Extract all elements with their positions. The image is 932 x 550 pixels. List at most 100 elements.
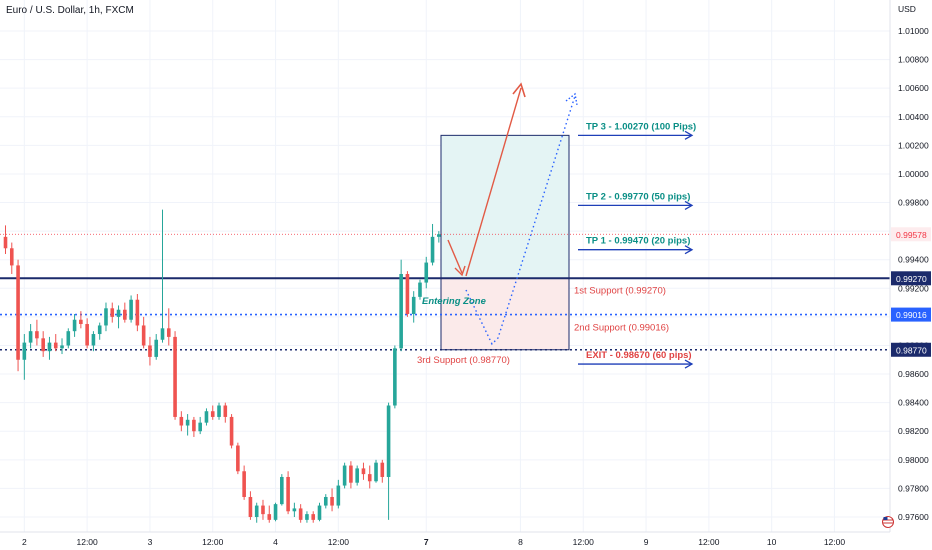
candle-body xyxy=(166,328,171,337)
price-tick-label: 1.00800 xyxy=(898,55,929,65)
candle xyxy=(173,331,177,420)
candle xyxy=(160,209,165,343)
candle xyxy=(91,331,96,352)
candle-body xyxy=(154,339,159,357)
candle-body xyxy=(28,331,33,343)
price-tick-label: 1.00000 xyxy=(898,169,929,179)
candle xyxy=(305,511,309,523)
candle xyxy=(374,459,378,483)
candle-body xyxy=(254,505,259,517)
candle-body xyxy=(380,462,385,477)
alternative-path[interactable] xyxy=(465,95,576,346)
time-tick-label: 9 xyxy=(644,537,649,547)
candle-body xyxy=(66,331,71,346)
candle-body xyxy=(305,514,309,520)
candle xyxy=(236,442,240,475)
trade-zones xyxy=(440,134,570,351)
candle xyxy=(298,504,303,523)
us-flag-icon[interactable] xyxy=(882,516,894,528)
time-tick-label: 12:00 xyxy=(824,537,846,547)
candle-body xyxy=(47,342,52,352)
time-tick-label: 4 xyxy=(273,537,278,547)
time-axis[interactable]: 2 12:00 3 12:00 4 12:00 7 8 12:00 9 12:00 10 12:00 xyxy=(0,531,890,547)
candle-body xyxy=(405,274,410,315)
horizontal-lines[interactable] xyxy=(0,233,890,351)
price-tag-text: 0.98770 xyxy=(896,345,927,355)
candle xyxy=(28,324,33,349)
candle xyxy=(141,316,146,349)
time-tick-label: 3 xyxy=(148,537,153,547)
candle xyxy=(179,411,184,432)
candle xyxy=(16,259,20,372)
candle-body xyxy=(330,496,334,506)
candle-body xyxy=(16,265,20,360)
candle-body xyxy=(223,405,228,417)
candle xyxy=(380,459,385,483)
candle-body xyxy=(72,319,77,332)
tp2-arrow-head xyxy=(684,200,694,210)
candle xyxy=(242,465,246,500)
candle-body xyxy=(116,309,121,317)
price-tick-label: 0.98400 xyxy=(898,398,929,408)
candle-body xyxy=(273,504,278,520)
time-tick-label: 12:00 xyxy=(698,537,720,547)
time-tick-label: 7 xyxy=(424,537,429,547)
candle-body xyxy=(349,465,353,483)
price-tick-label: 1.00600 xyxy=(898,83,929,93)
candle xyxy=(198,416,202,435)
candle xyxy=(85,318,89,349)
candle-body xyxy=(261,505,265,515)
candle-body xyxy=(374,462,378,482)
candle xyxy=(210,405,215,420)
candle xyxy=(123,302,127,323)
candle-body xyxy=(217,405,221,417)
candle xyxy=(411,291,416,323)
candle-body xyxy=(311,514,316,520)
support2-label: 2nd Support (0.99016) xyxy=(574,323,669,334)
candle xyxy=(386,402,391,520)
drawings[interactable] xyxy=(447,82,578,346)
price-axis[interactable]: USD 1.01000 1.00800 1.00600 1.00400 1.00200 1.… xyxy=(889,0,929,532)
exit-arrow-head xyxy=(684,359,694,369)
candle-body xyxy=(418,282,422,297)
candle xyxy=(166,308,171,346)
time-tick-label: 12:00 xyxy=(328,537,350,547)
price-tick-label: 0.97800 xyxy=(898,483,929,493)
candle xyxy=(135,294,140,332)
candle-body xyxy=(60,345,64,349)
bullish-arrow[interactable] xyxy=(465,87,522,277)
price-tag-bg xyxy=(891,271,931,286)
candle xyxy=(330,488,334,512)
candle xyxy=(72,314,77,337)
candle xyxy=(79,311,83,329)
candle xyxy=(437,231,441,243)
candle xyxy=(323,494,328,509)
candle xyxy=(267,505,272,523)
candle-body xyxy=(123,309,127,320)
candle-body xyxy=(135,299,140,326)
candle-body xyxy=(229,416,234,446)
candle xyxy=(104,302,108,332)
entry-arrow[interactable] xyxy=(447,239,463,274)
price-tick-label: 0.98600 xyxy=(898,369,929,379)
tp2-label: TP 2 - 0.99770 (50 pips) xyxy=(586,191,690,202)
candle xyxy=(399,259,403,352)
flag-canton xyxy=(883,517,888,520)
candle xyxy=(424,256,429,289)
candle-body xyxy=(298,508,303,520)
candle xyxy=(60,338,64,355)
candle xyxy=(223,402,228,423)
currency-label: USD xyxy=(898,4,916,14)
candle-body xyxy=(280,476,284,505)
candle-body xyxy=(179,416,184,426)
price-tag: 0.99270 xyxy=(891,271,931,286)
tp3-label: TP 3 - 1.00270 (100 Pips) xyxy=(586,121,696,132)
candle xyxy=(148,336,152,366)
candle-body xyxy=(110,308,115,317)
candle-body xyxy=(198,422,202,432)
candle xyxy=(22,334,27,380)
candle-body xyxy=(210,411,215,417)
candle xyxy=(41,331,45,357)
candle-body xyxy=(104,308,108,326)
